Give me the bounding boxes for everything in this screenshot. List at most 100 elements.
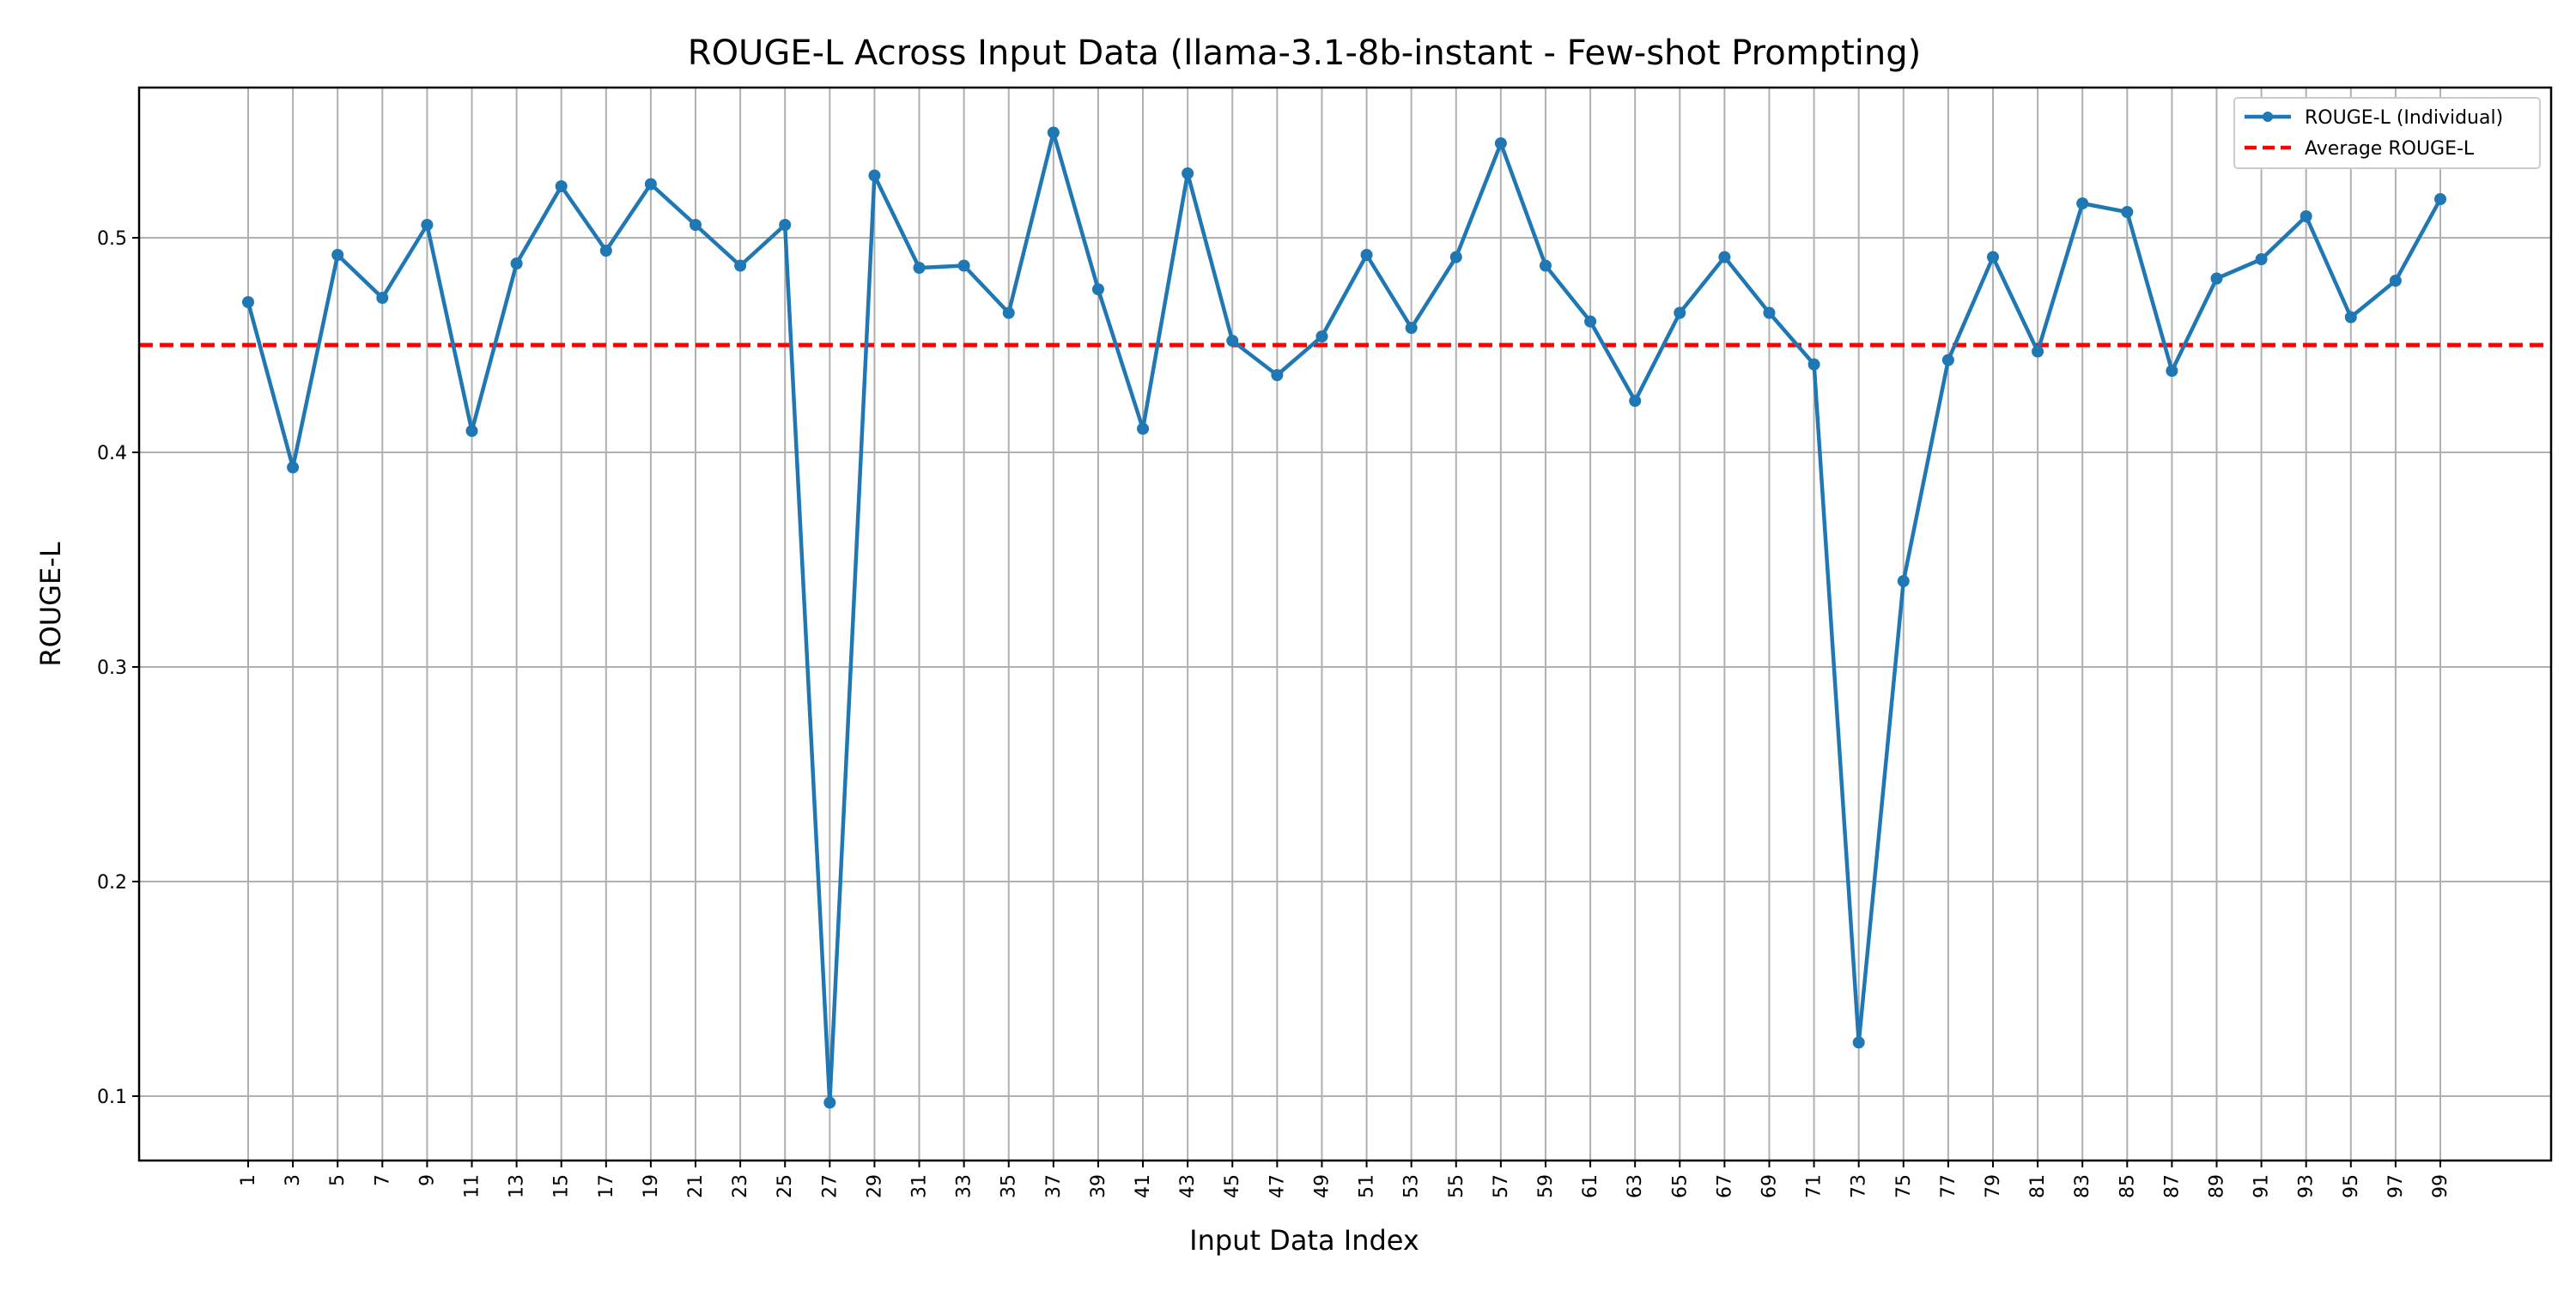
x-tick-label: 17	[596, 1174, 617, 1198]
data-point	[690, 219, 702, 231]
data-point	[1494, 137, 1507, 149]
data-point	[2255, 253, 2268, 265]
plot-frame	[137, 86, 2553, 1162]
x-tick-label: 83	[2072, 1174, 2093, 1198]
data-point	[734, 259, 747, 272]
legend-box	[2233, 97, 2541, 169]
x-tick-label: 3	[283, 1174, 304, 1186]
legend-marker-individual	[2263, 112, 2273, 122]
data-point	[1091, 283, 1104, 295]
x-tick-label: 49	[1311, 1174, 1333, 1198]
y-tick-label: 0.5	[97, 228, 127, 250]
x-tick-label: 85	[2117, 1174, 2138, 1198]
x-tick-label: 25	[775, 1174, 796, 1198]
data-point	[2076, 197, 2089, 209]
data-point	[555, 180, 568, 192]
data-point	[823, 1096, 836, 1109]
y-axis-label: ROUGE-L	[34, 542, 67, 666]
x-tick-label: 23	[730, 1174, 751, 1198]
data-point	[644, 178, 657, 191]
data-point	[2300, 210, 2312, 222]
chart-title: ROUGE-L Across Input Data (llama-3.1-8b-…	[688, 33, 1921, 73]
data-point	[1226, 335, 1239, 347]
x-tick-label: 99	[2430, 1174, 2451, 1198]
x-tick-label: 65	[1669, 1174, 1691, 1198]
x-tick-label: 7	[372, 1174, 393, 1186]
x-tick-label: 63	[1625, 1174, 1646, 1198]
data-point	[242, 296, 254, 308]
data-point	[287, 461, 300, 474]
x-tick-label: 15	[551, 1174, 573, 1198]
data-point	[1718, 251, 1731, 264]
x-tick-label: 33	[954, 1174, 975, 1198]
data-point	[331, 249, 344, 261]
grid-lines	[139, 88, 2551, 1161]
data-point	[1405, 322, 1418, 334]
legend-label-average: Average ROUGE-L	[2305, 138, 2475, 160]
x-tick-label: 1	[238, 1174, 259, 1186]
x-tick-label: 37	[1043, 1174, 1065, 1198]
x-tick-label: 35	[999, 1174, 1020, 1198]
x-tick-label: 57	[1491, 1174, 1512, 1198]
legend: ROUGE-L (Individual) Average ROUGE-L	[2233, 97, 2541, 169]
data-point	[1449, 251, 1462, 264]
x-tick-label: 61	[1580, 1174, 1601, 1198]
data-point	[1986, 251, 1999, 264]
x-tick-label: 31	[909, 1174, 931, 1198]
data-point	[1360, 249, 1373, 261]
x-tick-label: 79	[1983, 1174, 2004, 1198]
data-point	[1315, 330, 1328, 342]
data-point	[421, 219, 434, 231]
x-tick-label: 59	[1535, 1174, 1557, 1198]
x-tick-label: 5	[327, 1174, 349, 1186]
tick-layer: 1 3 5 7 9 11 13 15 17 19 21 23 25 27 29 31 33 35 37 39 41 43 4…	[97, 228, 2451, 1198]
x-tick-label: 95	[2341, 1174, 2362, 1198]
data-point	[1763, 306, 1776, 319]
y-tick-label: 0.2	[97, 872, 127, 894]
data-point	[779, 219, 792, 231]
legend-label-individual: ROUGE-L (Individual)	[2305, 107, 2503, 129]
y-tick-label: 0.4	[97, 443, 127, 464]
x-tick-label: 69	[1759, 1174, 1780, 1198]
data-point	[2210, 272, 2223, 285]
x-tick-label: 91	[2251, 1174, 2273, 1198]
data-point	[2389, 275, 2402, 287]
x-tick-label: 93	[2296, 1174, 2318, 1198]
x-tick-label: 47	[1267, 1174, 1288, 1198]
x-tick-label: 13	[507, 1174, 528, 1198]
x-tick-label: 43	[1177, 1174, 1199, 1198]
data-point	[1182, 167, 1194, 179]
x-tick-label: 75	[1893, 1174, 1915, 1198]
data-point	[599, 245, 612, 257]
x-tick-label: 29	[864, 1174, 885, 1198]
data-point	[1539, 259, 1552, 272]
x-tick-label: 19	[641, 1174, 662, 1198]
data-point	[2434, 193, 2446, 205]
x-tick-label: 73	[1849, 1174, 1870, 1198]
data-point	[1137, 422, 1150, 435]
x-tick-label: 21	[685, 1174, 707, 1198]
data-point	[376, 292, 389, 304]
x-tick-label: 55	[1446, 1174, 1467, 1198]
data-point	[2344, 311, 2357, 324]
x-tick-label: 27	[819, 1174, 841, 1198]
data-point	[1807, 358, 1820, 371]
y-tick-label: 0.1	[97, 1087, 127, 1108]
data-point	[1897, 575, 1910, 587]
x-tick-label: 53	[1401, 1174, 1423, 1198]
data-point	[2032, 345, 2044, 358]
x-tick-label: 87	[2161, 1174, 2183, 1198]
data-point	[1002, 306, 1015, 319]
x-tick-label: 89	[2206, 1174, 2227, 1198]
x-axis-label: Input Data Index	[1189, 1224, 1419, 1257]
x-tick-label: 77	[1938, 1174, 1959, 1198]
data-point	[1674, 306, 1686, 319]
data-point	[2166, 365, 2178, 377]
x-tick-label: 11	[462, 1174, 483, 1198]
data-point	[1629, 395, 1642, 407]
data-point	[510, 258, 523, 270]
data-point	[1584, 315, 1597, 328]
data-point	[465, 425, 478, 437]
data-point	[1852, 1036, 1865, 1049]
